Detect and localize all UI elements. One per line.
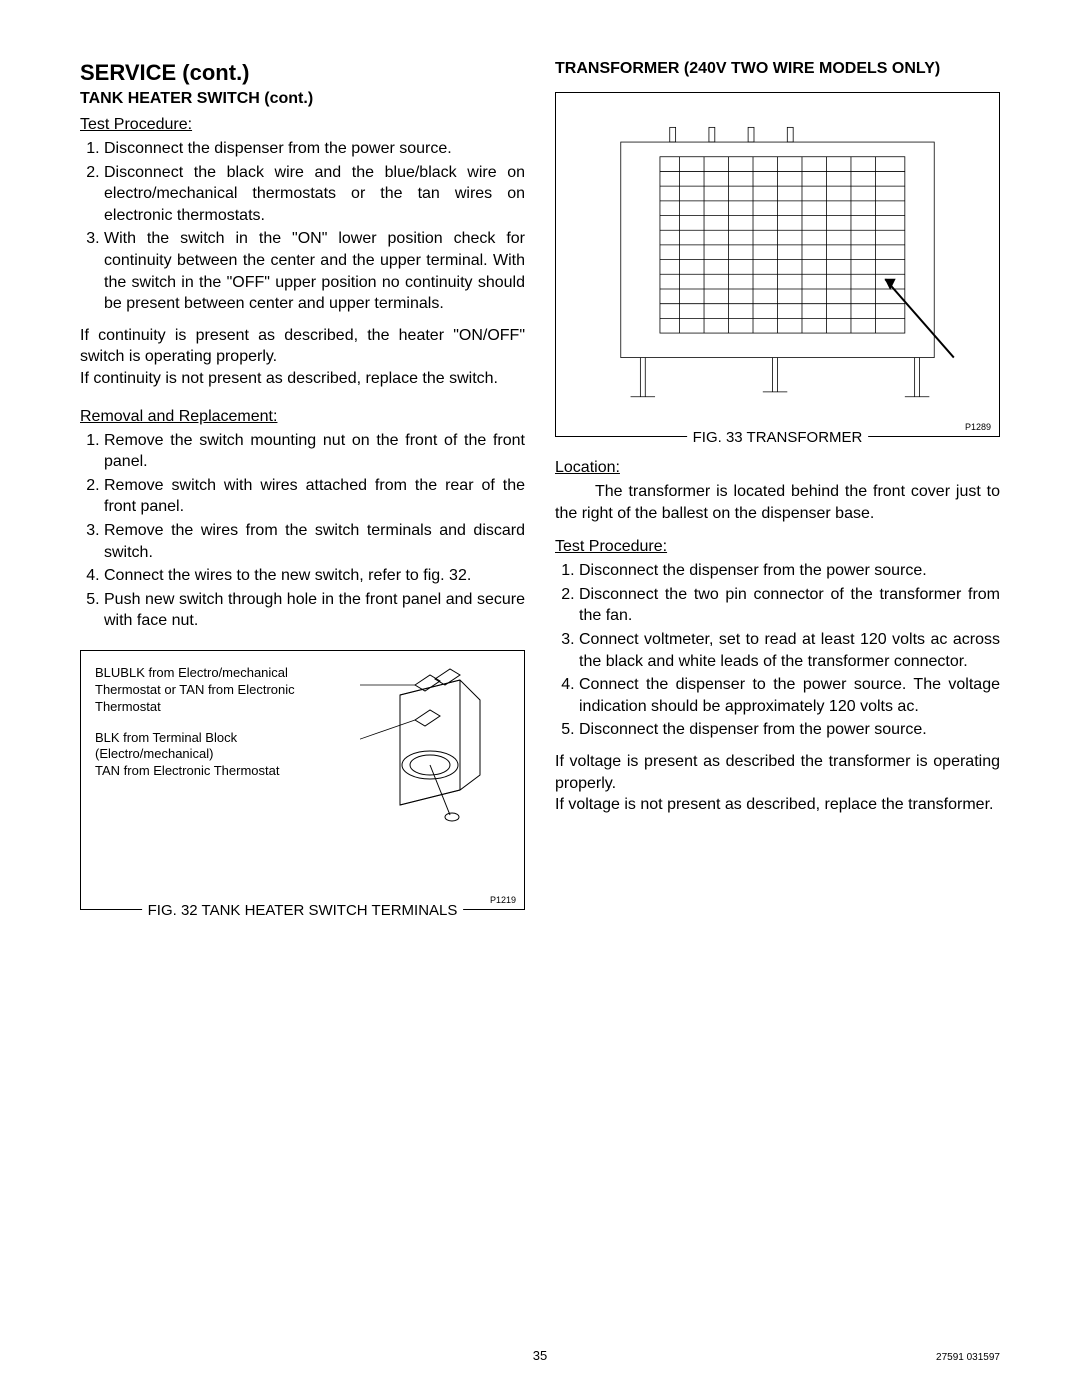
test-list-right: Disconnect the dispenser from the power … bbox=[555, 560, 1000, 741]
list-item: Connect the wires to the new switch, ref… bbox=[104, 565, 525, 587]
removal-label: Removal and Replacement: bbox=[80, 408, 525, 426]
list-item: With the switch in the "ON" lower positi… bbox=[104, 228, 525, 314]
fig33-caption: FIG. 33 TRANSFORMER bbox=[687, 429, 869, 446]
test-label-right: Test Procedure: bbox=[555, 538, 1000, 556]
list-item: Connect voltmeter, set to read at least … bbox=[579, 629, 1000, 672]
fig32-caption: FIG. 32 TANK HEATER SWITCH TERMINALS bbox=[142, 902, 464, 919]
list-item: Remove the wires from the switch termina… bbox=[104, 520, 525, 563]
list-item: Disconnect the dispenser from the power … bbox=[579, 560, 1000, 582]
transformer-title: TRANSFORMER (240V TWO WIRE MODELS ONLY) bbox=[555, 60, 1000, 78]
list-item: Disconnect the black wire and the blue/b… bbox=[104, 162, 525, 227]
list-item: Push new switch through hole in the fron… bbox=[104, 589, 525, 632]
list-item: Disconnect the two pin connector of the … bbox=[579, 584, 1000, 627]
fig32-labels: BLUBLK from Electro/mechanical Thermosta… bbox=[95, 665, 346, 794]
test-procedure-label: Test Procedure: bbox=[80, 116, 525, 134]
result-ok-right: If voltage is present as described the t… bbox=[555, 751, 1000, 794]
test-procedure-list: Disconnect the dispenser from the power … bbox=[80, 138, 525, 315]
page-number: 35 bbox=[0, 1348, 1080, 1363]
list-item: Disconnect the dispenser from the power … bbox=[104, 138, 525, 160]
tank-heater-subtitle: TANK HEATER SWITCH (cont.) bbox=[80, 90, 525, 108]
right-column: TRANSFORMER (240V TWO WIRE MODELS ONLY) bbox=[555, 60, 1000, 910]
fig32-label-2: BLK from Terminal Block (Electro/mechani… bbox=[95, 730, 346, 781]
figure-33: P1289 FIG. 33 TRANSFORMER bbox=[555, 92, 1000, 437]
transformer-illustration bbox=[562, 99, 993, 430]
fig32-label-1: BLUBLK from Electro/mechanical Thermosta… bbox=[95, 665, 346, 716]
result-bad-right: If voltage is not present as described, … bbox=[555, 794, 1000, 816]
list-item: Disconnect the dispenser from the power … bbox=[579, 719, 1000, 741]
service-title: SERVICE (cont.) bbox=[80, 60, 525, 86]
doc-number: 27591 031597 bbox=[936, 1352, 1000, 1363]
fig32-pnum: P1219 bbox=[490, 895, 516, 905]
removal-list: Remove the switch mounting nut on the fr… bbox=[80, 430, 525, 632]
list-item: Remove the switch mounting nut on the fr… bbox=[104, 430, 525, 473]
list-item: Remove switch with wires attached from t… bbox=[104, 475, 525, 518]
list-item: Connect the dispenser to the power sourc… bbox=[579, 674, 1000, 717]
figure-32: BLUBLK from Electro/mechanical Thermosta… bbox=[80, 650, 525, 910]
result-ok: If continuity is present as described, t… bbox=[80, 325, 525, 368]
location-text: The transformer is located behind the fr… bbox=[555, 481, 1000, 524]
switch-illustration bbox=[360, 665, 510, 815]
fig33-pnum: P1289 bbox=[965, 422, 991, 432]
result-bad: If continuity is not present as describe… bbox=[80, 368, 525, 390]
location-label: Location: bbox=[555, 459, 1000, 477]
left-column: SERVICE (cont.) TANK HEATER SWITCH (cont… bbox=[80, 60, 525, 910]
